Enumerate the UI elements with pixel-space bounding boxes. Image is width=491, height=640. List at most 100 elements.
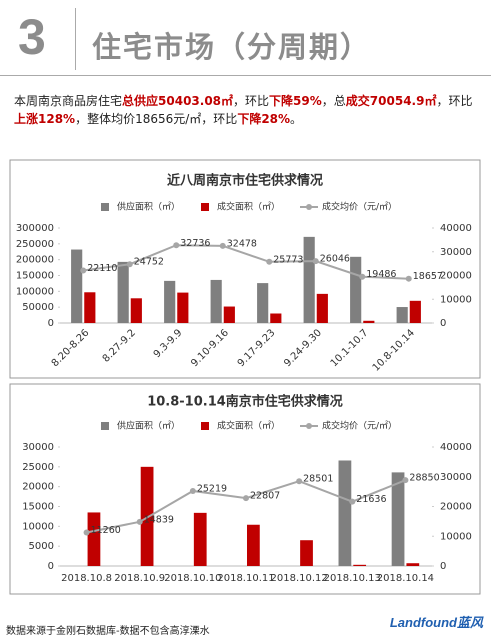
x-tick-label: 2018.10.12 — [271, 573, 328, 584]
bar — [223, 306, 235, 323]
section-title: 住宅市场（分周期） — [92, 30, 372, 64]
data-label: 24752 — [134, 257, 164, 268]
summary-text: 本周南京商品房住宅 — [14, 94, 123, 108]
summary-text: 下降28% — [237, 112, 291, 126]
y-tick-label: 15000 — [22, 502, 54, 513]
bar — [247, 524, 260, 566]
summary-text: ，整体均价18656元/㎡ — [75, 112, 202, 126]
price-marker — [243, 495, 249, 502]
y-tick-label: 0 — [48, 318, 54, 329]
legend-label: 供应面积（㎡） — [117, 201, 180, 213]
x-tick-label: 2018.10.14 — [377, 573, 434, 584]
legend-label: 成交面积（㎡） — [217, 420, 280, 432]
price-marker — [312, 258, 319, 265]
price-marker — [349, 498, 356, 505]
bar — [316, 293, 328, 323]
data-label: 26046 — [320, 254, 350, 265]
y2-tick-label: 10000 — [440, 531, 472, 542]
price-marker — [136, 518, 143, 525]
legend-swatch — [201, 422, 209, 430]
y-tick-label: 5000 — [29, 541, 54, 552]
summary-text: 。 — [290, 112, 303, 126]
data-label: 32478 — [227, 238, 257, 249]
x-tick-label: 2018.10.11 — [217, 573, 274, 584]
chart-frame — [9, 383, 481, 595]
summary-text: ，环比 — [436, 94, 473, 108]
price-line — [83, 244, 409, 280]
data-label: 32736 — [180, 238, 210, 249]
y-tick-label: 100000 — [16, 286, 54, 297]
price-marker — [296, 478, 303, 485]
y-tick-label: 250000 — [16, 239, 54, 250]
bar — [257, 283, 269, 323]
bar — [130, 298, 142, 323]
bar — [353, 564, 367, 566]
logo: Landfound蓝风 — [390, 612, 483, 631]
bar — [270, 313, 282, 323]
x-tick-label: 2018.10.13 — [324, 573, 381, 584]
summary-text: 下降59% — [269, 94, 322, 108]
bar — [71, 249, 83, 323]
x-tick-label: 2018.10.9 — [114, 573, 165, 584]
data-label: 28501 — [303, 474, 333, 485]
y2-tick-label: 10000 — [440, 294, 472, 305]
bar — [363, 320, 375, 323]
summary-text: 上涨128% — [14, 112, 76, 126]
summary-text: 成交70054.9㎡ — [345, 94, 437, 108]
logo-cn: 蓝风 — [456, 615, 483, 630]
data-label: 18657 — [413, 271, 443, 282]
y-tick-label: 200000 — [16, 255, 54, 266]
data-label: 14839 — [144, 514, 174, 525]
bar — [300, 540, 313, 566]
data-label: 28850 — [409, 473, 439, 484]
bar — [177, 292, 189, 323]
chart-title: 近八周南京市住宅供求情况 — [167, 173, 323, 189]
price-marker — [80, 267, 87, 274]
y2-tick-label: 20000 — [440, 271, 472, 282]
chart-title: 10.8-10.14南京市住宅供求情况 — [147, 394, 343, 410]
price-marker — [219, 242, 226, 249]
y2-tick-label: 40000 — [440, 223, 472, 234]
bar — [117, 261, 129, 323]
summary-text: ，总 — [321, 94, 346, 108]
divider — [0, 75, 491, 76]
bar — [406, 563, 420, 566]
bar — [84, 292, 96, 323]
summary-text: ，环比 — [233, 94, 270, 108]
y2-tick-label: 20000 — [440, 502, 472, 513]
y-tick-label: 30000 — [22, 442, 54, 453]
x-tick-label: 2018.10.8 — [61, 573, 112, 584]
section-number: 3 — [18, 9, 46, 65]
y-tick-label: 10000 — [22, 521, 54, 532]
price-marker — [189, 487, 196, 494]
legend-label: 成交均价（元/㎡） — [322, 201, 397, 213]
y2-tick-label: 30000 — [440, 472, 472, 483]
data-label: 21636 — [356, 494, 386, 505]
data-label: 22110 — [87, 263, 117, 274]
legend-marker — [306, 423, 312, 429]
bar — [409, 300, 421, 323]
bar — [396, 307, 408, 323]
source-note: 数据来源于金刚石数据库-数据不包含高淳溧水 — [6, 626, 210, 637]
logo-latin: Landfound — [389, 615, 457, 630]
divider — [75, 8, 76, 70]
legend-label: 供应面积（㎡） — [117, 420, 180, 432]
data-label: 22807 — [250, 491, 280, 502]
bar — [164, 280, 176, 323]
x-tick-label: 2018.10.10 — [164, 573, 221, 584]
price-marker — [126, 261, 133, 268]
legend-swatch — [101, 422, 109, 430]
y-tick-label: 300000 — [16, 223, 54, 234]
data-label: 11260 — [91, 525, 121, 536]
legend-marker — [306, 204, 312, 210]
y2-tick-label: 30000 — [440, 247, 472, 258]
summary: 本周南京商品房住宅总供应50403.08㎡，环比下降59%，总成交70054.9… — [14, 92, 482, 128]
bar — [210, 279, 222, 323]
bar — [303, 236, 315, 323]
price-marker — [83, 529, 90, 536]
y-tick-label: 50000 — [22, 302, 54, 313]
summary-text: ，环比 — [201, 112, 238, 126]
legend-swatch — [101, 203, 109, 211]
legend-label: 成交均价（元/㎡） — [322, 420, 397, 432]
